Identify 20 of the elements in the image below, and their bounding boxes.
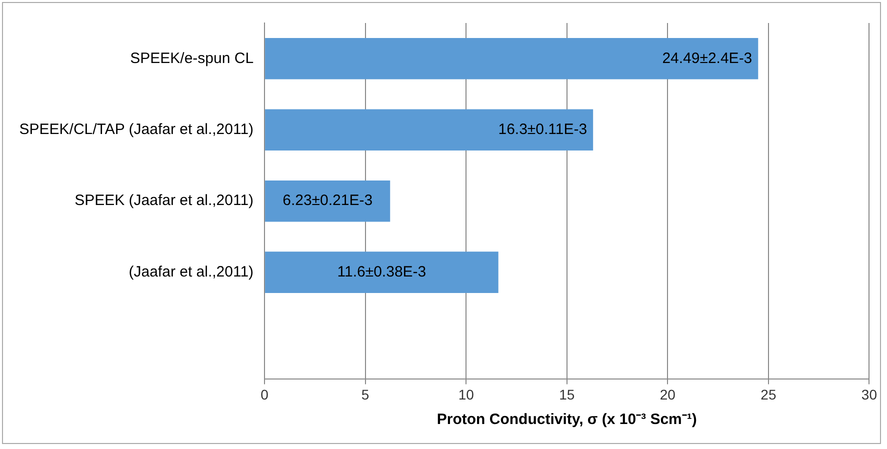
x-tick-label: 5 (361, 386, 370, 402)
bar (265, 180, 390, 222)
data-label: 24.49±2.4E-3 (662, 50, 752, 67)
y-tick-label: (Jaafar et al.,2011) (128, 263, 254, 280)
bar (265, 252, 498, 293)
data-label: 6.23±0.21E-3 (282, 192, 373, 210)
y-tick-label: SPEEK (Jaafar et al.,2011) (74, 192, 254, 210)
data-label: 16.3±0.11E-3 (498, 121, 588, 138)
y-tick-label: SPEEK/e-spun CL (130, 50, 254, 67)
x-tick-label: 25 (760, 386, 776, 402)
x-tick-label: 30 (861, 386, 878, 402)
bar (265, 109, 594, 151)
x-tick-label: 20 (660, 386, 676, 402)
x-axis-title: Proton Conductivity, σ (x 10⁻³ Scm⁻¹) (436, 411, 697, 428)
x-tick-label: 15 (559, 386, 575, 402)
data-label: 11.6±0.38E-3 (337, 263, 426, 280)
bar (265, 38, 758, 80)
x-tick-label: 10 (458, 386, 474, 402)
x-tick-label: 0 (260, 386, 269, 402)
y-tick-label: SPEEK/CL/TAP (Jaafar et al.,2011) (19, 121, 254, 138)
